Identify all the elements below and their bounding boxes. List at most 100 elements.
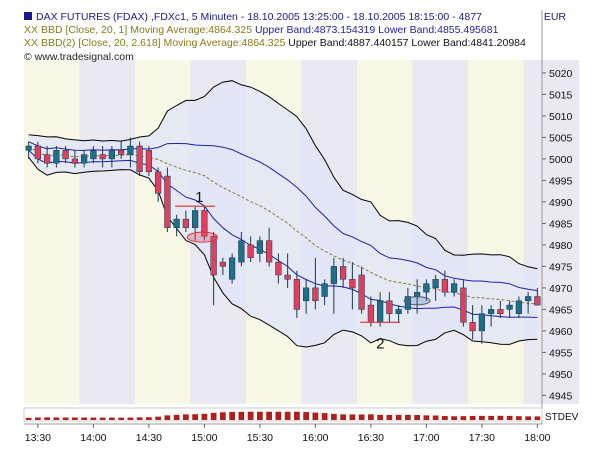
candle-body [534,296,541,306]
candle-body [53,150,60,164]
stdev-bar [460,416,467,420]
candle-body [367,304,374,323]
candle [182,210,189,232]
stdev-bar [368,414,374,420]
candle-body [34,145,41,160]
candle-body [219,261,226,267]
stdev-panel [23,407,543,422]
candle-body [312,287,319,302]
candle [99,146,106,168]
candle [201,206,208,241]
x-tick-label: 17:00 [413,432,439,444]
candle [284,253,291,288]
x-tick-label: 14:00 [80,432,106,444]
series-swatch [24,12,32,20]
stdev-bar [414,414,420,420]
candle-body [404,296,411,310]
y-tick-label: 4985 [549,218,573,230]
outer-upper-band [28,80,538,270]
candle-body [377,300,384,323]
stdev-bar [525,416,531,420]
x-tick-label: 13:30 [25,432,51,444]
candle-body [275,261,282,276]
stdev-bar [257,411,263,420]
candle-body [321,283,328,297]
candle [441,270,448,297]
candle [534,287,541,306]
candle [432,275,439,301]
candle [423,279,430,301]
chart-title: DAX FUTURES (FDAX) ,FDXc1, 5 Minuten - 1… [24,11,482,23]
stdev-bar [331,413,337,420]
stdev-bar [340,414,346,420]
stdev-bar [358,414,365,420]
candle-body [155,171,162,194]
stdev-bar [146,417,152,420]
stdev-bar [220,412,226,420]
stdev-bar [155,416,161,420]
candle-body [25,145,32,151]
candle-body [414,291,421,297]
stdev-bar [72,417,78,420]
candle-body [62,150,69,160]
stdev-bar [238,411,245,420]
session-stripe [24,60,80,404]
candle-body [423,283,430,293]
candle [127,137,134,168]
candle-body [229,257,236,280]
bbd2-ma: BBD(2) [Close, 20, 2.618] Moving Average… [40,37,286,49]
y-tick-label: 4960 [549,326,573,338]
candle-body [164,175,171,228]
candle [118,141,125,159]
y-tick-label: 4980 [549,240,573,252]
stdev-bar [506,415,513,420]
candle [44,146,51,168]
candle [25,141,32,159]
session-stripe [523,60,579,404]
bbd1-ma: BBD [Close, 20, 1] Moving Average:4864.3… [40,24,253,36]
candle [108,146,115,168]
bbd1-bands: Upper Band:4873.154319 Lower Band:4855.4… [252,24,499,36]
y-tick-label: 5000 [549,154,573,166]
title-text: DAX FUTURES (FDAX) ,FDXc1, 5 Minuten - 1… [36,11,482,23]
candle [349,262,356,310]
candle [155,167,162,202]
candle [238,232,245,267]
candle-body [90,150,97,160]
candle [340,257,347,288]
mark-xx-icon: XX [24,24,39,36]
candle [256,236,263,263]
stdev-bar [432,415,439,420]
candle-body [432,279,439,289]
y-tick-label: 5005 [549,132,573,144]
candle [497,300,504,318]
stdev-bar [136,417,143,420]
stdev-bar [275,411,282,420]
candle [488,305,495,327]
stdev-bar [284,411,291,420]
stdev-bar [99,417,106,420]
stdev-bar [451,416,457,420]
stdev-label: STDEV [545,412,579,423]
candle [266,227,273,267]
y-tick-label: 4970 [549,283,573,295]
candle-body [330,266,337,284]
candle [136,141,143,177]
x-tick-label: 16:30 [358,432,384,444]
candle [192,206,199,241]
x-tick-label: 16:00 [302,432,328,444]
stdev-bar [479,415,485,420]
candle [478,305,485,344]
currency-label: EUR [543,11,566,23]
session-stripe [79,60,135,404]
stdev-bar [62,417,69,420]
x-tick-label: 14:30 [136,432,162,444]
candle [321,279,328,306]
candle [460,279,467,327]
candle-body [201,210,208,237]
stdev-bar [183,414,189,420]
stdev-bar [395,414,402,420]
stdev-bar [25,417,32,420]
candle-body [284,274,291,280]
stdev-bar [247,411,254,420]
